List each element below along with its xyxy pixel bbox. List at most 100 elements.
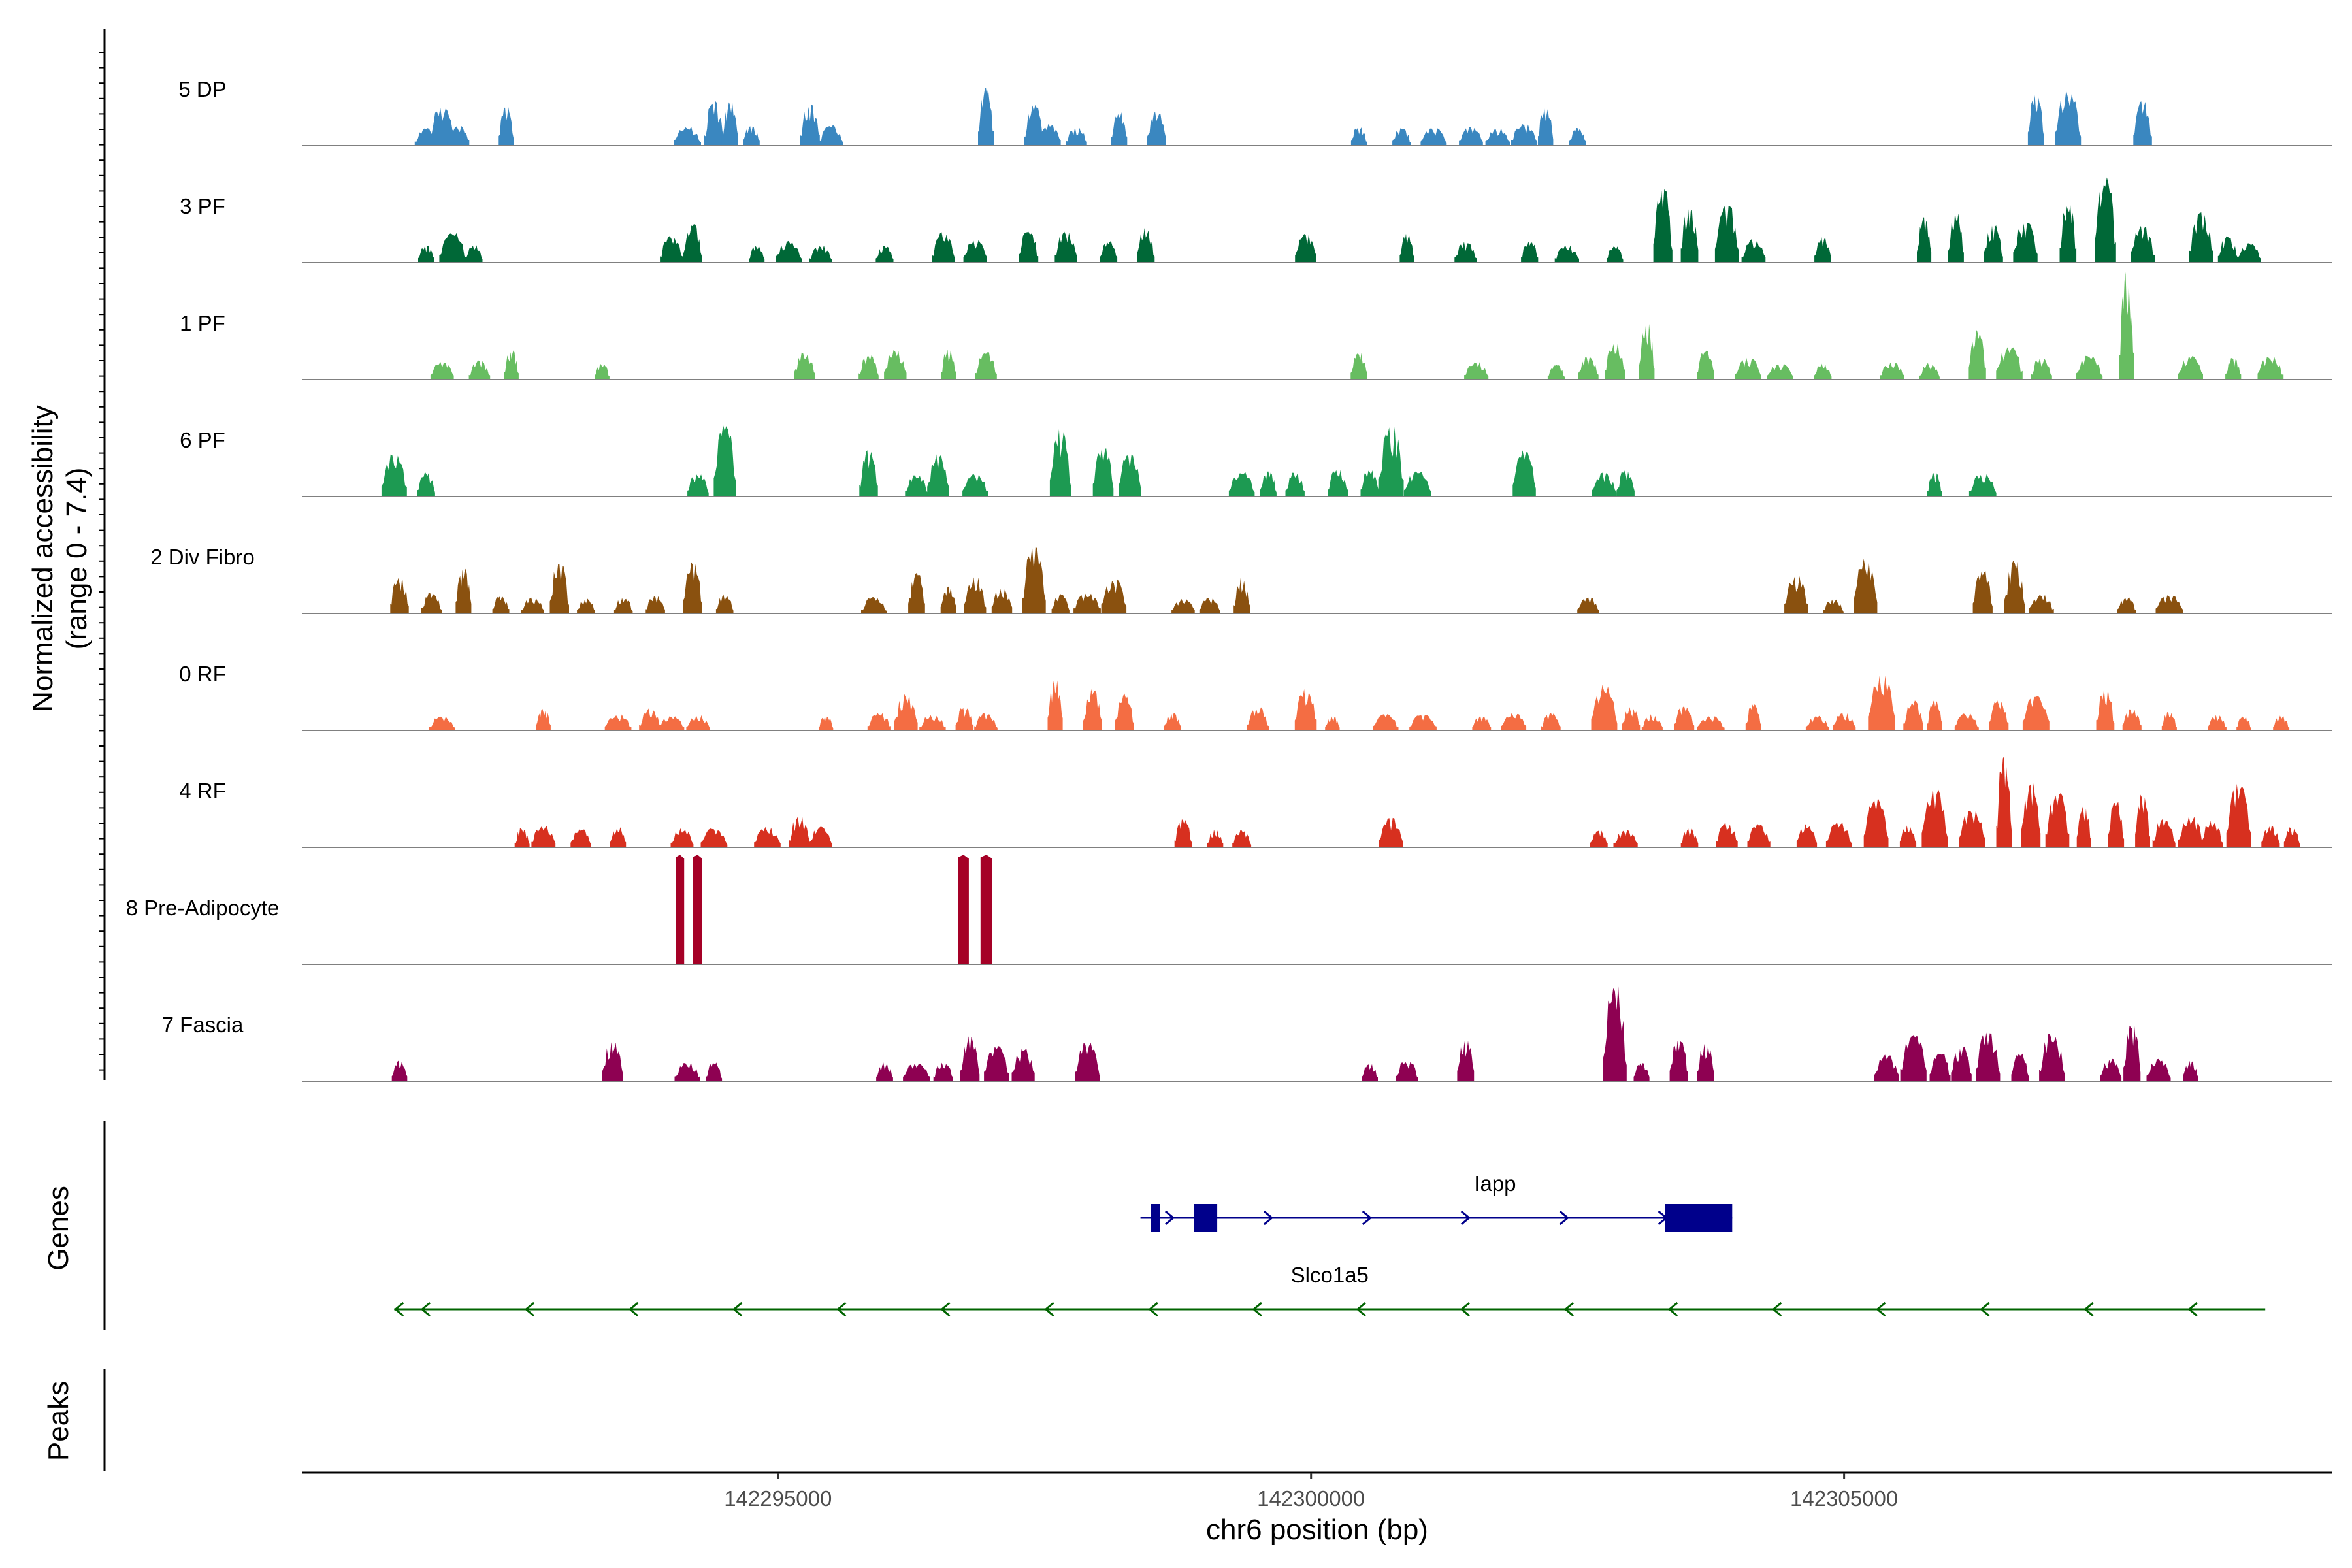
coverage-peak [2108,802,2125,847]
coverage-peak [1039,123,1061,146]
coverage-peak [2004,561,2025,613]
coverage-peak [1285,472,1305,497]
strand-arrow [1460,1301,1471,1317]
coverage-peak [683,223,702,263]
coverage-peak [905,475,928,497]
coverage-peak [721,102,738,146]
coverage-peak [1101,579,1127,613]
coverage-peak [2135,794,2150,847]
coverage-peak [391,1060,408,1081]
coverage-peak [1622,707,1641,730]
coverage-peak [2189,212,2213,263]
coverage-peak [1805,715,1829,730]
coverage-peak [700,828,728,847]
coverage-peak [2013,223,2038,263]
x-axis-title: chr6 position (bp) [1206,1514,1428,1546]
coverage-peak [1233,578,1250,613]
coverage-peak [1954,713,1979,730]
coverage-peak [789,817,810,847]
coverage-peak [974,712,998,730]
strand-arrow [1164,1210,1175,1226]
coverage-peak [2011,1053,2029,1081]
coverage-peak [1603,985,1627,1081]
coverage-peak [1232,830,1252,847]
coverage-peak [955,708,974,730]
coverage-peak [1984,225,2003,263]
strand-arrow [1044,1301,1054,1317]
gene-label: Iapp [1474,1171,1516,1196]
coverage-peak [1880,362,1904,380]
coverage-track: 5 DP [178,77,2332,146]
coverage-peak [2031,358,2052,380]
coverage-peak [2146,1058,2171,1081]
coverage-peak [704,101,724,146]
coverage-peak [1951,1046,1972,1081]
coverage-peak [1051,594,1070,613]
coverage-track: 7 Fascia [162,985,2332,1082]
coverage-peak [1641,714,1663,730]
coverage-track: 4 RF [179,756,2332,848]
coverage-peak [381,454,407,497]
coverage-block [980,855,992,964]
coverage-peak [1521,241,1539,263]
coverage-peak [1547,365,1565,380]
coverage-peak [1379,817,1403,847]
strand-arrow [2187,1301,2198,1317]
coverage-peak [984,1046,1009,1081]
coverage-peak [1996,347,2023,380]
coverage-peak [1111,112,1128,146]
coverage-peak [687,474,709,497]
track-label: 7 Fascia [162,1013,244,1037]
coverage-peak [1714,204,1739,263]
coverage-block [958,855,969,964]
coverage-peak [1697,716,1725,730]
coverage-peak [1900,1035,1927,1081]
coverage-peak [749,246,765,263]
coverage-peak [876,1062,893,1081]
coverage-peak [2059,204,2077,263]
coverage-peak [1171,598,1195,613]
coverage-peak [2225,358,2242,380]
coverage-peak [1295,234,1316,263]
coverage-peak [1669,1040,1688,1081]
coverage-y-axis-ticks [99,52,105,1071]
coverage-peak [1680,209,1699,263]
coverage-peak [2076,806,2091,847]
coverage-peak [2152,819,2176,847]
coverage-peak [504,350,519,380]
coverage-peak [1454,241,1477,263]
coverage-peak [706,1062,723,1081]
coverage-peak [1260,471,1277,497]
coverage-peak [1350,353,1367,380]
coverage-peak [2283,827,2300,847]
coverage-peak [2226,783,2251,847]
coverage-peak [2100,1058,2122,1081]
coverage-peak [1472,715,1492,730]
coverage-peak [1968,329,1986,380]
coverage-peak [1459,127,1483,146]
coverage-peak [1592,472,1617,497]
coverage-peak [875,246,894,263]
coverage-peak [570,829,591,847]
coverage-peak [2095,177,2116,263]
coverage-peak [776,240,802,263]
coverage-peak [2217,236,2238,263]
coverage-peak [1823,599,1844,613]
coverage-peak [809,826,832,847]
coverage-peak [1464,362,1489,380]
track-label: 4 RF [179,779,226,803]
gene-slco1a5: Slco1a5 [393,1263,2266,1317]
strand-arrow [1772,1301,1782,1317]
coverage-peak [1207,829,1224,847]
coverage-peak [975,352,997,380]
coverage-peak [908,573,925,613]
coverage-peak [1554,245,1579,263]
coverage-peak [2119,272,2134,380]
coverage-peak [2237,243,2261,263]
coverage-peak [932,232,955,263]
coverage-peak [1228,472,1255,497]
coverage-peak [1921,787,1948,847]
coverage-peak [2261,825,2280,847]
coverage-peak [1328,470,1348,497]
coverage-block [676,855,685,964]
